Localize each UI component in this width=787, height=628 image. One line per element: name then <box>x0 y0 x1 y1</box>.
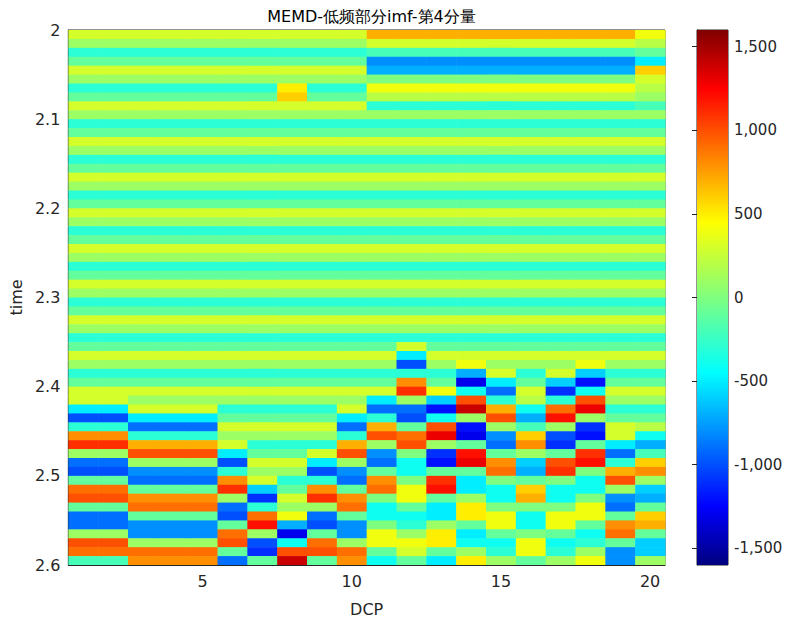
svg-text:DCP: DCP <box>350 600 383 619</box>
svg-text:MEMD-低频部分imf-第4分量: MEMD-低频部分imf-第4分量 <box>267 7 476 26</box>
svg-text:time: time <box>7 279 26 315</box>
svg-text:-1,500: -1,500 <box>734 539 782 557</box>
svg-text:2.2: 2.2 <box>35 199 60 218</box>
svg-text:15: 15 <box>491 572 511 591</box>
svg-text:1,500: 1,500 <box>734 38 777 56</box>
svg-text:-1,000: -1,000 <box>734 456 782 474</box>
svg-text:2.5: 2.5 <box>35 466 60 485</box>
svg-text:1,000: 1,000 <box>734 121 777 139</box>
svg-text:500: 500 <box>734 205 763 223</box>
svg-text:20: 20 <box>640 572 660 591</box>
svg-text:2.6: 2.6 <box>35 556 60 575</box>
svg-text:2.1: 2.1 <box>35 110 60 129</box>
svg-text:2: 2 <box>50 21 60 40</box>
svg-text:5: 5 <box>197 572 207 591</box>
svg-text:-500: -500 <box>734 372 768 390</box>
svg-text:2.4: 2.4 <box>35 377 60 396</box>
svg-text:10: 10 <box>342 572 362 591</box>
svg-text:2.3: 2.3 <box>35 288 60 307</box>
svg-text:0: 0 <box>734 289 744 307</box>
